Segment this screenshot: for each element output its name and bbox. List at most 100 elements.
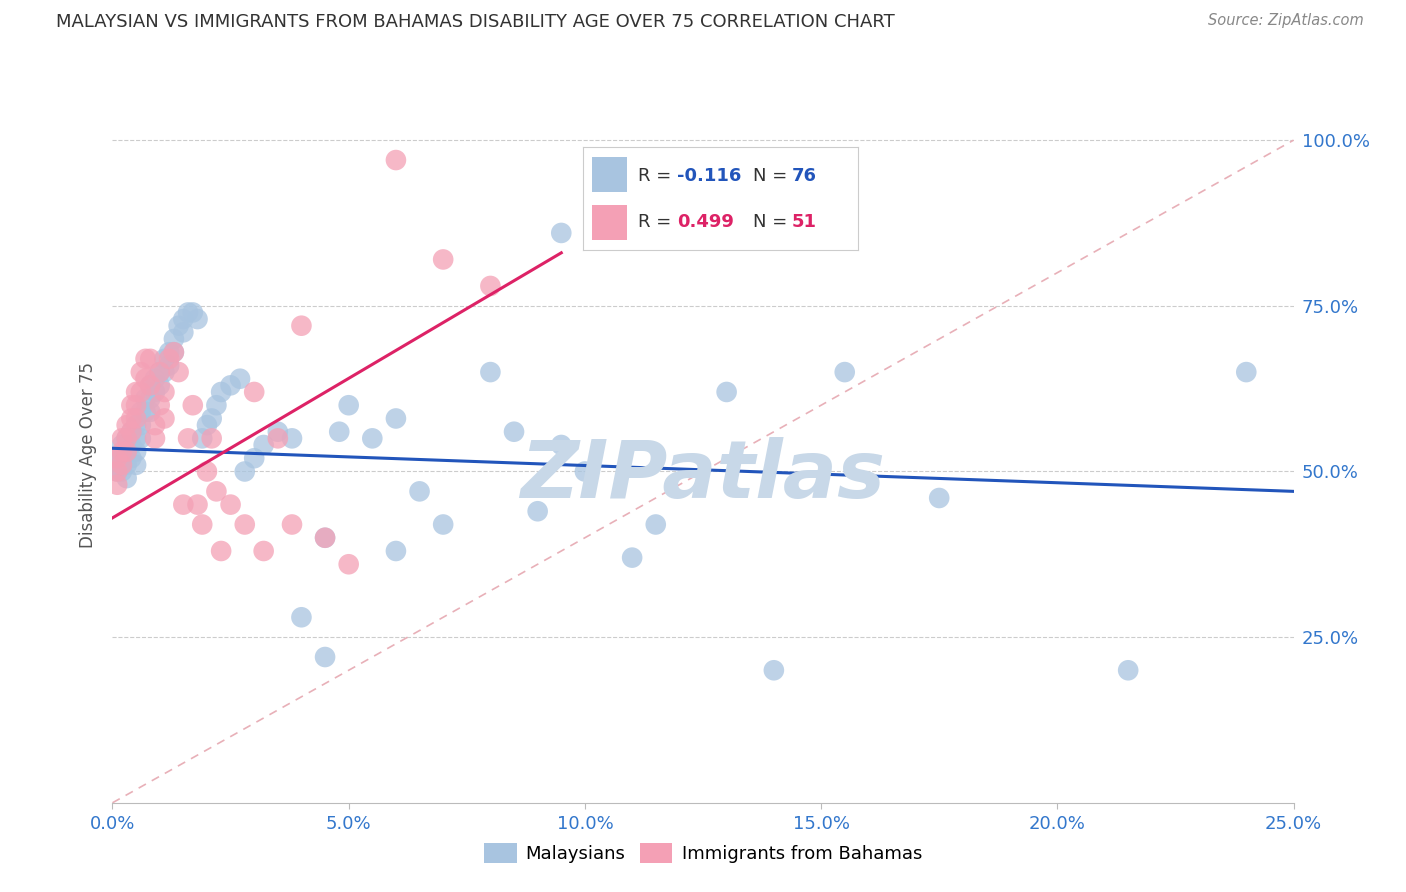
Point: [205, 484, 228, 499]
Point: [191, 517, 214, 532]
Text: MALAYSIAN VS IMMIGRANTS FROM BAHAMAS DISABILITY AGE OVER 75 CORRELATION CHART: MALAYSIAN VS IMMIGRANTS FROM BAHAMAS DIS…: [56, 13, 896, 31]
Point: [157, 345, 180, 359]
Point: [550, 438, 572, 452]
Point: [149, 378, 172, 392]
Point: [181, 398, 204, 412]
Point: [129, 405, 152, 419]
Point: [115, 458, 138, 472]
Point: [111, 431, 134, 445]
Point: [1234, 365, 1257, 379]
Point: [281, 517, 304, 532]
Text: R =: R =: [638, 167, 678, 185]
Point: [143, 418, 166, 433]
Point: [125, 398, 148, 412]
Point: [167, 318, 190, 333]
Y-axis label: Disability Age Over 75: Disability Age Over 75: [79, 362, 97, 548]
Point: [135, 372, 157, 386]
Point: [120, 398, 142, 412]
Point: [1116, 663, 1139, 677]
Point: [153, 384, 176, 399]
Point: [125, 411, 148, 425]
Point: [153, 365, 176, 379]
Point: [115, 431, 138, 445]
Point: [172, 498, 194, 512]
Point: [716, 384, 738, 399]
Point: [337, 558, 360, 572]
Point: [267, 425, 290, 439]
Point: [186, 498, 208, 512]
Text: R =: R =: [638, 213, 678, 231]
Point: [479, 365, 502, 379]
Point: [177, 431, 200, 445]
Point: [233, 465, 256, 479]
Point: [153, 411, 176, 425]
Point: [314, 531, 336, 545]
Point: [129, 431, 152, 445]
Point: [644, 517, 666, 532]
Point: [163, 345, 186, 359]
Point: [432, 517, 454, 532]
Point: [574, 465, 596, 479]
Point: [526, 504, 548, 518]
Point: [243, 451, 266, 466]
Point: [157, 359, 180, 373]
Point: [135, 351, 157, 366]
Point: [834, 365, 856, 379]
Point: [139, 378, 162, 392]
Point: [621, 550, 644, 565]
Legend: Malaysians, Immigrants from Bahamas: Malaysians, Immigrants from Bahamas: [477, 836, 929, 871]
Point: [120, 425, 142, 439]
Point: [157, 351, 180, 366]
Point: [120, 425, 142, 439]
Point: [120, 451, 142, 466]
Point: [328, 425, 350, 439]
Text: 51: 51: [792, 213, 817, 231]
Point: [337, 398, 360, 412]
Point: [205, 398, 228, 412]
Point: [111, 444, 134, 458]
Point: [105, 465, 128, 479]
Point: [177, 305, 200, 319]
Point: [139, 378, 162, 392]
Point: [143, 372, 166, 386]
Text: -0.116: -0.116: [676, 167, 741, 185]
Point: [125, 444, 148, 458]
Point: [115, 444, 138, 458]
Point: [201, 411, 224, 425]
Point: [120, 411, 142, 425]
Point: [243, 384, 266, 399]
Point: [479, 279, 502, 293]
Point: [111, 451, 134, 466]
Text: N =: N =: [754, 167, 793, 185]
Point: [129, 384, 152, 399]
Point: [105, 465, 128, 479]
Point: [115, 471, 138, 485]
Text: 0.499: 0.499: [676, 213, 734, 231]
Point: [432, 252, 454, 267]
Point: [129, 365, 152, 379]
Point: [928, 491, 950, 505]
Point: [125, 458, 148, 472]
Point: [105, 451, 128, 466]
Text: Source: ZipAtlas.com: Source: ZipAtlas.com: [1208, 13, 1364, 29]
Point: [111, 458, 134, 472]
Point: [135, 405, 157, 419]
Text: ZIPatlas: ZIPatlas: [520, 437, 886, 515]
Point: [314, 650, 336, 665]
Point: [163, 332, 186, 346]
Point: [219, 498, 242, 512]
Point: [191, 431, 214, 445]
Point: [163, 345, 186, 359]
Point: [111, 438, 134, 452]
Point: [281, 431, 304, 445]
Point: [125, 418, 148, 433]
Point: [115, 418, 138, 433]
Bar: [592, 157, 627, 193]
Point: [105, 451, 128, 466]
Point: [209, 544, 232, 558]
Point: [135, 392, 157, 406]
Point: [253, 544, 276, 558]
Point: [253, 438, 276, 452]
Text: 76: 76: [792, 167, 817, 185]
Point: [125, 384, 148, 399]
